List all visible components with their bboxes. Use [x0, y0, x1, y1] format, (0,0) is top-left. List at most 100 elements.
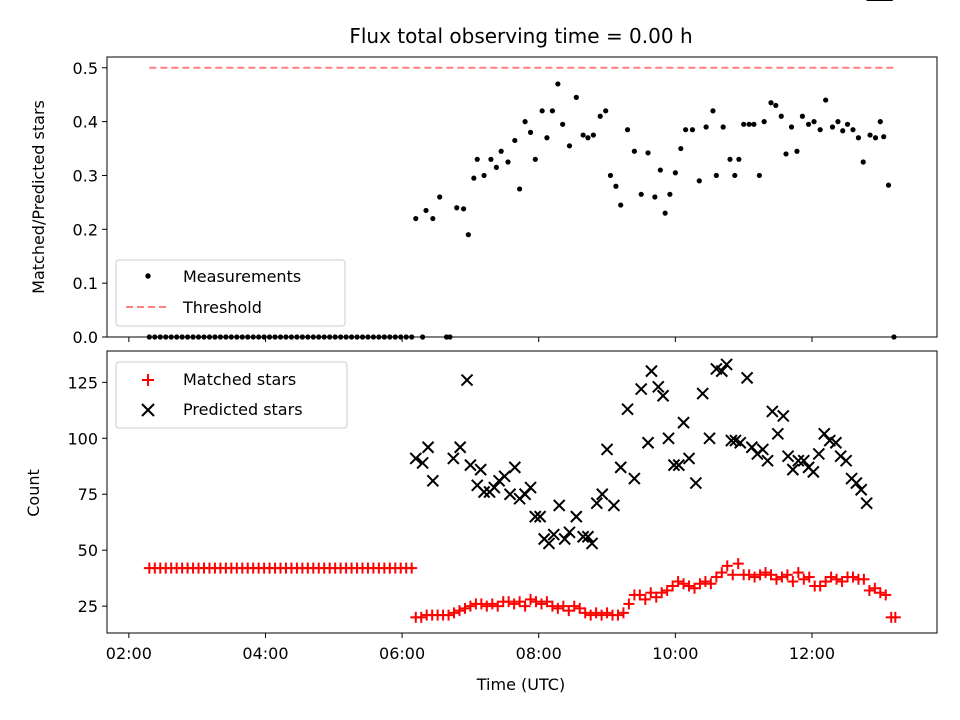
measurement-point — [773, 102, 779, 109]
measurement-point — [683, 127, 689, 133]
top-y-tick-label: 0.4 — [73, 113, 98, 132]
matched-star-point — [831, 573, 843, 585]
measurement-point — [544, 135, 550, 141]
measurement-point — [652, 194, 658, 200]
bottom-y-tick-label: 125 — [67, 373, 98, 392]
predicted-star-point — [542, 537, 556, 550]
measurement-point — [710, 108, 716, 114]
predicted-star-point — [792, 454, 805, 467]
measurement-point — [678, 145, 684, 152]
matched-star-point — [546, 600, 558, 612]
measurement-point — [783, 151, 789, 157]
predicted-star-point — [524, 481, 537, 494]
matched-star-point — [798, 573, 810, 585]
measurement-point — [430, 215, 436, 222]
predicted-star-point — [756, 443, 770, 456]
predicted-star-point — [409, 452, 422, 465]
predicted-star-point — [634, 382, 648, 396]
measurement-point — [517, 186, 523, 192]
matched-star-point — [656, 587, 668, 599]
bottom-axes-frame — [106, 350, 938, 634]
measurement-point — [471, 175, 477, 181]
matched-star-point — [601, 607, 613, 619]
measurement-point — [756, 172, 762, 179]
measurement-point — [657, 167, 663, 173]
measurement-point — [613, 183, 619, 189]
measurement-point — [618, 202, 624, 208]
predicted-star-point — [600, 443, 614, 456]
matched-star-point — [732, 558, 744, 570]
measurement-point — [607, 172, 614, 179]
measurement-point — [667, 191, 673, 197]
predicted-star-point — [570, 510, 583, 523]
legend-predicted-marker — [141, 403, 155, 417]
measurement-point — [805, 121, 812, 127]
measurement-point — [488, 156, 494, 162]
predicted-star-point — [781, 449, 795, 463]
predicted-star-point — [725, 434, 738, 447]
predicted-star-point — [703, 432, 716, 445]
bottom-legend-box — [115, 361, 348, 429]
measurement-point — [512, 137, 518, 144]
measurement-point — [720, 124, 726, 130]
matched-star-point — [519, 600, 531, 612]
matched-star-point — [716, 567, 728, 579]
predicted-star-point — [786, 463, 800, 476]
measurement-point — [732, 172, 738, 179]
matched-star-point — [525, 593, 537, 605]
matched-star-point — [792, 567, 804, 579]
x-tick-label: 08:00 — [516, 644, 562, 663]
matched-star-point — [535, 598, 547, 610]
matched-star-point — [459, 602, 471, 614]
measurement-point — [872, 135, 879, 141]
measurement-point — [885, 182, 892, 188]
measurement-point — [877, 119, 883, 125]
top-y-axis-label: Matched/Predicted stars — [29, 100, 48, 294]
matched-star-point — [874, 587, 886, 599]
predicted-star-point — [777, 409, 790, 423]
legend-matched-marker — [142, 374, 154, 386]
bottom-plot-area — [143, 0, 901, 623]
matched-star-point — [721, 560, 733, 572]
matched-star-point — [481, 600, 493, 612]
measurement-point — [573, 94, 579, 100]
matched-star-point — [585, 609, 597, 621]
bottom-y-tick-label: 75 — [78, 485, 98, 504]
predicted-star-point — [576, 530, 590, 543]
predicted-star-point — [553, 499, 566, 512]
predicted-star-point — [715, 364, 729, 378]
measurement-point — [761, 119, 767, 125]
measurement-point — [624, 127, 631, 133]
measurement-point — [460, 206, 467, 212]
chart-title: Flux total observing time = 0.00 h — [349, 24, 692, 48]
predicted-star-point — [488, 481, 501, 494]
matched-star-point — [464, 600, 476, 612]
predicted-star-point — [720, 358, 733, 371]
predicted-star-point — [677, 416, 690, 429]
bottom-legend: Matched stars Predicted stars — [115, 361, 348, 429]
matched-star-point — [863, 584, 875, 596]
matched-star-point — [803, 571, 815, 583]
predicted-star-point — [860, 496, 873, 510]
predicted-star-point — [672, 458, 685, 472]
measurement-point — [855, 135, 862, 141]
matched-star-point — [749, 571, 761, 583]
measurement-point — [829, 124, 836, 130]
measurement-point — [746, 121, 752, 127]
predicted-star-point — [850, 476, 863, 490]
measurement-point — [778, 113, 784, 119]
predicted-star-point — [812, 447, 826, 461]
matched-star-point — [617, 607, 629, 619]
measurement-point — [549, 108, 555, 114]
measurement-point — [850, 127, 856, 133]
matched-star-point — [552, 602, 564, 614]
top-y-tick-label: 0.1 — [73, 274, 98, 293]
x-axis-label: Time (UTC) — [476, 675, 565, 694]
measurement-point — [413, 215, 419, 222]
predicted-star-point — [498, 470, 511, 483]
matched-star-point — [453, 605, 465, 617]
matched-star-point — [858, 573, 870, 585]
matched-star-point — [672, 576, 684, 588]
predicted-star-point — [734, 436, 747, 449]
